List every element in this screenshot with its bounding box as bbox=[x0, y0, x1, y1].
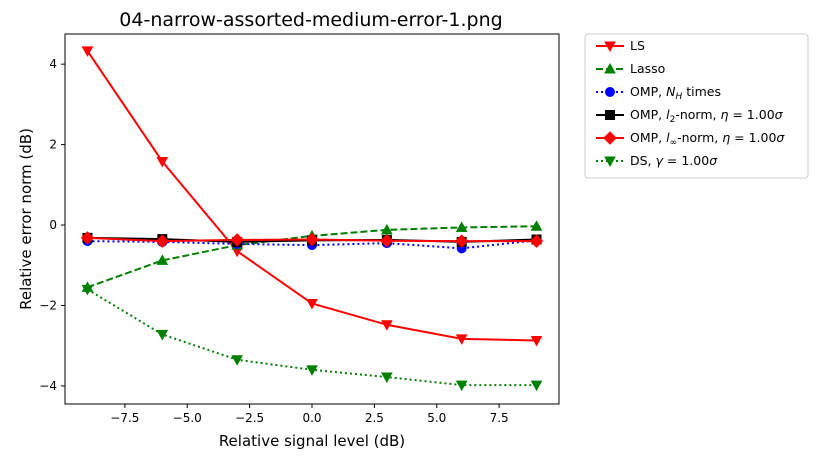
legend-handle-1 bbox=[596, 41, 624, 53]
legend-label-ls: LS bbox=[630, 38, 645, 53]
data-point bbox=[156, 254, 169, 265]
data-point bbox=[380, 372, 393, 384]
series-6 bbox=[81, 284, 543, 392]
data-point bbox=[305, 232, 319, 247]
legend: LS Lasso OMP, NH times OMP, l2-norm, η =… bbox=[584, 33, 809, 179]
legend-handle-4 bbox=[596, 110, 624, 120]
legend-label-omp-linf: OMP, l∞-norm, η = 1.00σ bbox=[630, 130, 785, 148]
y-tick-label: −2 bbox=[39, 298, 57, 312]
data-point bbox=[455, 334, 468, 345]
x-tick-label: −5.0 bbox=[173, 411, 202, 425]
data-point bbox=[155, 234, 170, 248]
x-axis: −7.5 −5.0 −2.5 0.0 2.5 5.0 7.5 bbox=[110, 404, 509, 425]
legend-marker bbox=[604, 156, 616, 168]
legend-marker bbox=[604, 62, 616, 74]
data-point bbox=[455, 221, 468, 232]
x-tick-label: −2.5 bbox=[235, 411, 264, 425]
data-point bbox=[81, 46, 94, 57]
data-point bbox=[231, 355, 244, 366]
data-point bbox=[454, 234, 469, 248]
data-point bbox=[455, 380, 468, 392]
legend-label-omp-l2: OMP, l2-norm, η = 1.00σ bbox=[630, 107, 784, 125]
data-point bbox=[156, 329, 169, 341]
legend-handle-2 bbox=[596, 62, 624, 74]
data-point bbox=[530, 220, 543, 231]
x-tick-label: 7.5 bbox=[490, 411, 509, 425]
x-axis-label: Relative signal level (dB) bbox=[219, 432, 405, 450]
data-point bbox=[380, 234, 394, 248]
data-point bbox=[81, 284, 94, 296]
series-1 bbox=[81, 46, 543, 347]
x-tick-label: 0.0 bbox=[302, 411, 321, 425]
y-tick-label: 2 bbox=[49, 138, 57, 152]
y-axis-label: Relative error norm (dB) bbox=[17, 128, 35, 310]
legend-box bbox=[584, 33, 809, 179]
x-tick-label: 5.0 bbox=[427, 411, 446, 425]
data-point bbox=[230, 233, 244, 247]
legend-marker bbox=[603, 131, 617, 145]
x-tick-label: −7.5 bbox=[110, 411, 139, 425]
legend-marker bbox=[605, 110, 615, 120]
data-point bbox=[306, 298, 318, 310]
series-5 bbox=[80, 231, 544, 248]
legend-label-omp-nh: OMP, NH times bbox=[630, 84, 721, 102]
y-tick-label: −4 bbox=[39, 379, 57, 393]
data-point bbox=[530, 380, 543, 392]
legend-label-lasso: Lasso bbox=[630, 61, 665, 76]
data-point bbox=[380, 223, 393, 235]
legend-handle-3 bbox=[596, 87, 624, 97]
legend-label-ds: DS, γ = 1.00σ bbox=[630, 153, 718, 168]
legend-handles bbox=[596, 41, 624, 168]
y-tick-label: 4 bbox=[49, 57, 57, 71]
chart-title: 04-narrow-assorted-medium-error-1.png bbox=[119, 9, 502, 31]
x-tick-label: 2.5 bbox=[365, 411, 384, 425]
plot-area bbox=[80, 46, 544, 392]
legend-handle-6 bbox=[596, 156, 624, 168]
data-point bbox=[80, 231, 95, 245]
legend-marker bbox=[604, 41, 616, 53]
data-point bbox=[380, 320, 393, 331]
data-point bbox=[529, 234, 544, 248]
data-point bbox=[306, 365, 318, 376]
legend-handle-5 bbox=[596, 131, 624, 145]
y-tick-label: 0 bbox=[49, 218, 57, 232]
data-point bbox=[530, 335, 543, 347]
legend-marker bbox=[605, 87, 615, 97]
y-axis: −4 −2 0 2 4 bbox=[39, 57, 65, 393]
data-point bbox=[156, 156, 169, 168]
